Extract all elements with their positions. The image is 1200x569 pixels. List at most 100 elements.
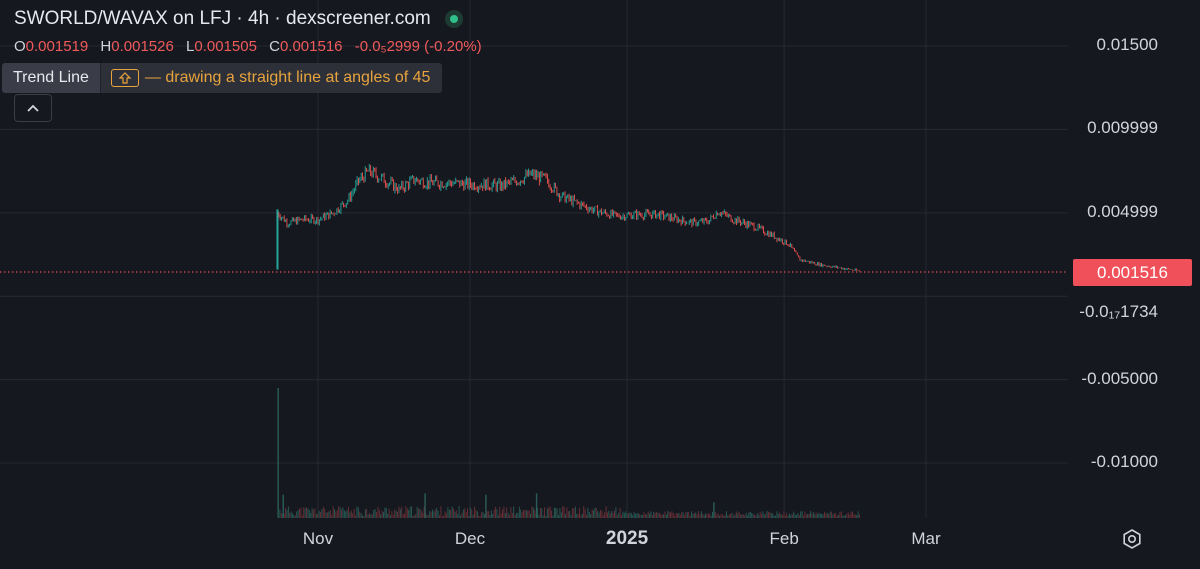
- volume-bar: [735, 511, 737, 518]
- volume-bar: [490, 510, 492, 518]
- volume-bar: [327, 512, 328, 518]
- volume-bar: [495, 506, 496, 518]
- volume-bar: [548, 507, 550, 518]
- volume-bar: [390, 515, 391, 518]
- volume-bar: [762, 511, 764, 518]
- open-key: O: [14, 38, 26, 55]
- volume-bar: [857, 511, 859, 518]
- volume-bar: [482, 511, 484, 518]
- volume-bar: [436, 507, 438, 518]
- volume-bar: [446, 513, 447, 518]
- volume-bar: [469, 507, 471, 518]
- volume-bar: [488, 511, 489, 518]
- volume-bar: [817, 514, 818, 518]
- volume-bar: [681, 512, 683, 518]
- volume-bar: [584, 509, 586, 518]
- hint-message: — drawing a straight line at angles of 4…: [99, 63, 443, 93]
- volume-bar: [642, 514, 643, 518]
- volume-bar: [766, 511, 768, 518]
- volume-bar: [321, 509, 323, 518]
- volume-bar: [383, 512, 384, 518]
- volume-bar: [520, 509, 522, 518]
- collapse-legend-button[interactable]: [14, 94, 52, 122]
- volume-bar: [651, 515, 653, 518]
- volume-bar: [553, 507, 555, 518]
- volume-bar: [593, 510, 594, 518]
- volume-bar: [314, 508, 316, 518]
- volume-spike: [277, 388, 279, 518]
- volume-bar: [714, 511, 716, 518]
- volume-bar: [294, 515, 296, 518]
- volume-bar: [461, 512, 463, 518]
- volume-bar: [335, 511, 337, 518]
- volume-bar: [639, 514, 641, 518]
- volume-bar: [510, 507, 512, 518]
- volume-bar: [363, 515, 365, 518]
- volume-bar: [667, 511, 669, 518]
- volume-bar: [322, 506, 324, 518]
- volume-bar: [629, 512, 631, 518]
- volume-bar: [804, 511, 806, 518]
- volume-bar: [353, 508, 355, 518]
- volume-bar: [742, 514, 744, 518]
- volume-bar: [338, 506, 340, 518]
- volume-bar: [790, 514, 792, 518]
- chart-grid: [0, 0, 1068, 518]
- volume-bar: [677, 513, 678, 518]
- volume-bar: [706, 514, 708, 518]
- chevron-up-icon: [27, 104, 39, 112]
- volume-bar: [439, 515, 440, 518]
- volume-bar: [721, 513, 723, 518]
- volume-bar: [842, 515, 844, 518]
- volume-bar: [367, 514, 369, 518]
- low-key: L: [186, 38, 195, 55]
- volume-bar: [387, 513, 389, 518]
- ohlc-readout: O0.001519 H0.001526 L0.001505 C0.001516 …: [14, 38, 482, 55]
- volume-bar: [671, 511, 673, 518]
- price-candles: [276, 163, 860, 272]
- volume-bar: [300, 507, 302, 518]
- volume-bar: [534, 509, 536, 518]
- volume-bar: [506, 507, 508, 518]
- volume-bar: [430, 511, 432, 518]
- volume-bar: [483, 514, 485, 518]
- volume-bar: [384, 507, 386, 518]
- volume-bar: [741, 514, 743, 518]
- settings-gear-icon[interactable]: [1121, 528, 1143, 550]
- volume-bar: [628, 513, 629, 518]
- volume-bar: [777, 513, 779, 518]
- volume-bar: [555, 507, 557, 518]
- time-tick-label: Feb: [769, 529, 799, 548]
- volume-bar: [366, 508, 368, 518]
- volume-bar: [513, 506, 515, 518]
- volume-bar: [385, 507, 387, 518]
- volume-bar: [612, 512, 614, 518]
- change-value: -0.0₅2999 (-0.20%): [354, 38, 482, 55]
- volume-bar: [751, 512, 753, 518]
- volume-bar: [712, 511, 713, 518]
- volume-bar: [304, 508, 306, 518]
- volume-bar: [310, 512, 312, 518]
- volume-bar: [759, 511, 761, 518]
- volume-bar: [798, 515, 800, 518]
- volume-bar: [618, 512, 620, 518]
- volume-bar: [560, 512, 562, 518]
- volume-bar: [702, 513, 704, 518]
- volume-bar: [332, 506, 334, 518]
- volume-bar: [324, 508, 326, 518]
- volume-bar: [595, 508, 597, 518]
- volume-bar: [796, 514, 797, 518]
- volume-spike: [424, 493, 426, 518]
- volume-bar: [840, 511, 842, 518]
- volume-bar: [479, 515, 481, 518]
- volume-bar: [607, 512, 608, 518]
- volume-bar: [289, 513, 291, 518]
- volume-bar: [476, 511, 478, 518]
- volume-bar: [426, 514, 428, 518]
- volume-bar: [615, 507, 617, 518]
- volume-bar: [306, 507, 307, 518]
- volume-bar: [307, 508, 309, 518]
- volume-bar: [616, 515, 618, 518]
- volume-bar: [545, 515, 547, 518]
